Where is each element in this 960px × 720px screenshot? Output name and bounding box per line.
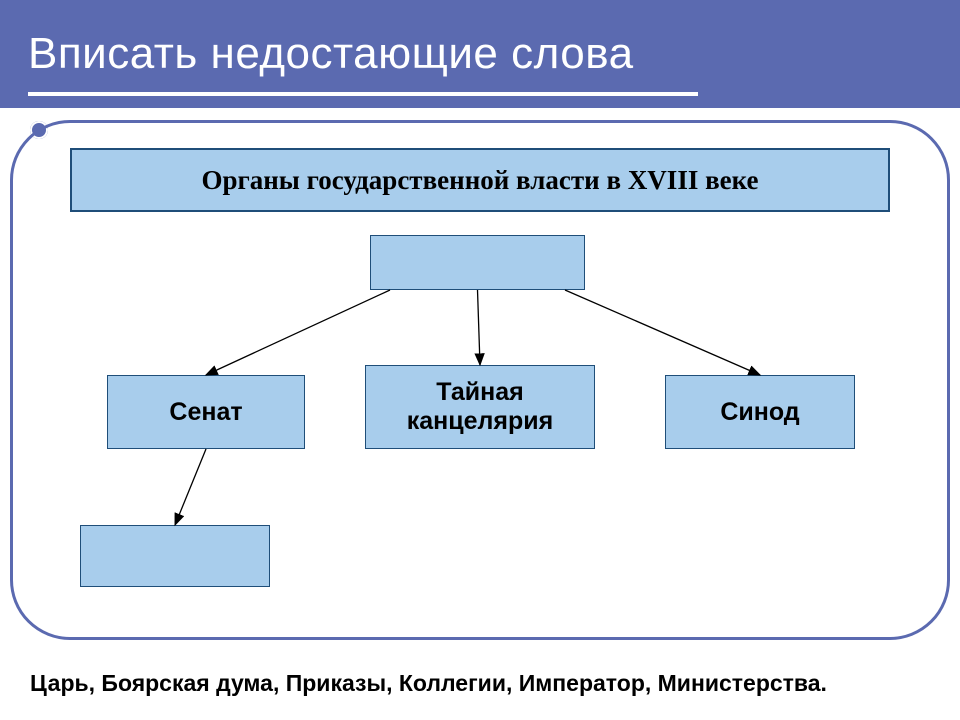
node-bottom-empty [80,525,270,587]
diagram-title-label: Органы государственной власти в XVIII ве… [189,165,770,196]
diagram-title-box: Органы государственной власти в XVIII ве… [70,148,890,212]
node-senate-label: Сенат [169,398,242,427]
node-senate: Сенат [107,375,305,449]
slide: Вписать недостающие слова Органы государ… [0,0,960,720]
node-secret: Тайная канцелярия [365,365,595,449]
title-underline [28,92,698,96]
slide-title: Вписать недостающие слова [0,29,634,79]
word-bank: Царь, Боярская дума, Приказы, Коллегии, … [30,670,827,697]
node-synod: Синод [665,375,855,449]
title-band: Вписать недостающие слова [0,0,960,108]
node-secret-label: Тайная канцелярия [366,378,594,436]
node-top-empty [370,235,585,290]
node-synod-label: Синод [720,398,799,427]
